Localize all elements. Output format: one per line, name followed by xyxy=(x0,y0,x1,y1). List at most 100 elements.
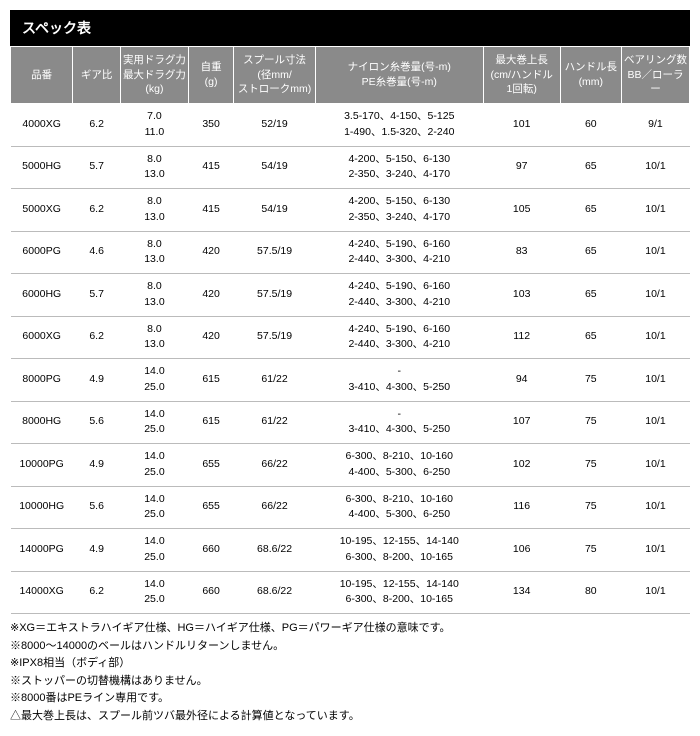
cell-line: 3.5-170、4-150、5-125 1-490、1.5-320、2-240 xyxy=(315,104,483,147)
footnote-line: ※8000〜14000のベールはハンドルリターンしません。 xyxy=(10,638,690,656)
cell-line: 4-200、5-150、6-130 2-350、3-240、4-170 xyxy=(315,189,483,232)
cell-spool: 57.5/19 xyxy=(234,231,316,274)
cell-gear: 4.9 xyxy=(73,529,121,572)
cell-gear: 4.6 xyxy=(73,231,121,274)
cell-drag: 14.0 25.0 xyxy=(120,486,188,529)
cell-handle: 65 xyxy=(560,231,621,274)
cell-spool: 57.5/19 xyxy=(234,316,316,359)
cell-retrieve: 112 xyxy=(483,316,560,359)
cell-line: 6-300、8-210、10-160 4-400、5-300、6-250 xyxy=(315,486,483,529)
cell-weight: 660 xyxy=(188,571,233,614)
table-row: 10000HG5.614.0 25.065566/226-300、8-210、1… xyxy=(11,486,690,529)
column-header: 品番 xyxy=(11,47,73,104)
cell-weight: 420 xyxy=(188,274,233,317)
cell-code: 5000XG xyxy=(11,189,73,232)
cell-bearing: 10/1 xyxy=(621,146,689,189)
cell-bearing: 10/1 xyxy=(621,231,689,274)
footnote-line: ※XG＝エキストラハイギア仕様、HG＝ハイギア仕様、PG＝パワーギア仕様の意味で… xyxy=(10,620,690,638)
cell-gear: 5.6 xyxy=(73,401,121,444)
footnote-line: ※IPX8相当（ボディ部） xyxy=(10,655,690,673)
cell-spool: 68.6/22 xyxy=(234,571,316,614)
cell-spool: 61/22 xyxy=(234,401,316,444)
cell-retrieve: 116 xyxy=(483,486,560,529)
cell-bearing: 10/1 xyxy=(621,571,689,614)
cell-bearing: 10/1 xyxy=(621,529,689,572)
cell-line: 10-195、12-155、14-140 6-300、8-200、10-165 xyxy=(315,529,483,572)
cell-gear: 6.2 xyxy=(73,316,121,359)
cell-code: 8000PG xyxy=(11,359,73,402)
cell-spool: 66/22 xyxy=(234,444,316,487)
cell-code: 4000XG xyxy=(11,104,73,147)
cell-retrieve: 134 xyxy=(483,571,560,614)
cell-gear: 5.6 xyxy=(73,486,121,529)
cell-retrieve: 102 xyxy=(483,444,560,487)
cell-handle: 60 xyxy=(560,104,621,147)
cell-bearing: 10/1 xyxy=(621,189,689,232)
cell-weight: 415 xyxy=(188,189,233,232)
cell-retrieve: 101 xyxy=(483,104,560,147)
cell-drag: 8.0 13.0 xyxy=(120,189,188,232)
cell-handle: 65 xyxy=(560,274,621,317)
cell-line: - 3-410、4-300、5-250 xyxy=(315,359,483,402)
cell-retrieve: 83 xyxy=(483,231,560,274)
cell-code: 8000HG xyxy=(11,401,73,444)
column-header: スプール寸法 (径mm/ ストロークmm) xyxy=(234,47,316,104)
footnotes: ※XG＝エキストラハイギア仕様、HG＝ハイギア仕様、PG＝パワーギア仕様の意味で… xyxy=(10,620,690,726)
cell-drag: 8.0 13.0 xyxy=(120,316,188,359)
table-row: 5000XG6.28.0 13.041554/194-200、5-150、6-1… xyxy=(11,189,690,232)
cell-bearing: 10/1 xyxy=(621,359,689,402)
table-row: 6000HG5.78.0 13.042057.5/194-240、5-190、6… xyxy=(11,274,690,317)
cell-handle: 75 xyxy=(560,401,621,444)
cell-code: 10000PG xyxy=(11,444,73,487)
cell-drag: 14.0 25.0 xyxy=(120,359,188,402)
table-row: 14000PG4.914.0 25.066068.6/2210-195、12-1… xyxy=(11,529,690,572)
column-header: ベアリング数 BB／ローラー xyxy=(621,47,689,104)
cell-spool: 66/22 xyxy=(234,486,316,529)
cell-gear: 4.9 xyxy=(73,359,121,402)
cell-gear: 6.2 xyxy=(73,571,121,614)
cell-weight: 420 xyxy=(188,316,233,359)
cell-spool: 68.6/22 xyxy=(234,529,316,572)
cell-spool: 57.5/19 xyxy=(234,274,316,317)
cell-code: 14000XG xyxy=(11,571,73,614)
cell-gear: 6.2 xyxy=(73,189,121,232)
cell-bearing: 10/1 xyxy=(621,486,689,529)
cell-retrieve: 97 xyxy=(483,146,560,189)
cell-retrieve: 107 xyxy=(483,401,560,444)
cell-weight: 415 xyxy=(188,146,233,189)
cell-drag: 14.0 25.0 xyxy=(120,401,188,444)
cell-retrieve: 94 xyxy=(483,359,560,402)
cell-retrieve: 105 xyxy=(483,189,560,232)
table-row: 8000HG5.614.0 25.061561/22- 3-410、4-300、… xyxy=(11,401,690,444)
cell-handle: 80 xyxy=(560,571,621,614)
cell-spool: 61/22 xyxy=(234,359,316,402)
cell-code: 5000HG xyxy=(11,146,73,189)
cell-code: 6000HG xyxy=(11,274,73,317)
cell-gear: 4.9 xyxy=(73,444,121,487)
cell-handle: 75 xyxy=(560,359,621,402)
cell-code: 6000PG xyxy=(11,231,73,274)
cell-weight: 350 xyxy=(188,104,233,147)
cell-code: 6000XG xyxy=(11,316,73,359)
footnote-line: ※8000番はPEライン専用です。 xyxy=(10,690,690,708)
cell-drag: 7.0 11.0 xyxy=(120,104,188,147)
cell-line: 4-200、5-150、6-130 2-350、3-240、4-170 xyxy=(315,146,483,189)
cell-retrieve: 103 xyxy=(483,274,560,317)
column-header: 実用ドラグ力 最大ドラグ力 (kg) xyxy=(120,47,188,104)
cell-handle: 75 xyxy=(560,529,621,572)
cell-spool: 54/19 xyxy=(234,146,316,189)
cell-line: 4-240、5-190、6-160 2-440、3-300、4-210 xyxy=(315,274,483,317)
column-header: ハンドル長 (mm) xyxy=(560,47,621,104)
cell-drag: 8.0 13.0 xyxy=(120,146,188,189)
cell-handle: 75 xyxy=(560,444,621,487)
spec-table: 品番ギア比実用ドラグ力 最大ドラグ力 (kg)自重 (g)スプール寸法 (径mm… xyxy=(10,46,690,614)
cell-weight: 655 xyxy=(188,486,233,529)
cell-bearing: 10/1 xyxy=(621,274,689,317)
cell-weight: 660 xyxy=(188,529,233,572)
cell-bearing: 10/1 xyxy=(621,401,689,444)
cell-code: 14000PG xyxy=(11,529,73,572)
cell-drag: 14.0 25.0 xyxy=(120,529,188,572)
column-header: ギア比 xyxy=(73,47,121,104)
footnote-line: ※ストッパーの切替機構はありません。 xyxy=(10,673,690,691)
cell-drag: 8.0 13.0 xyxy=(120,274,188,317)
